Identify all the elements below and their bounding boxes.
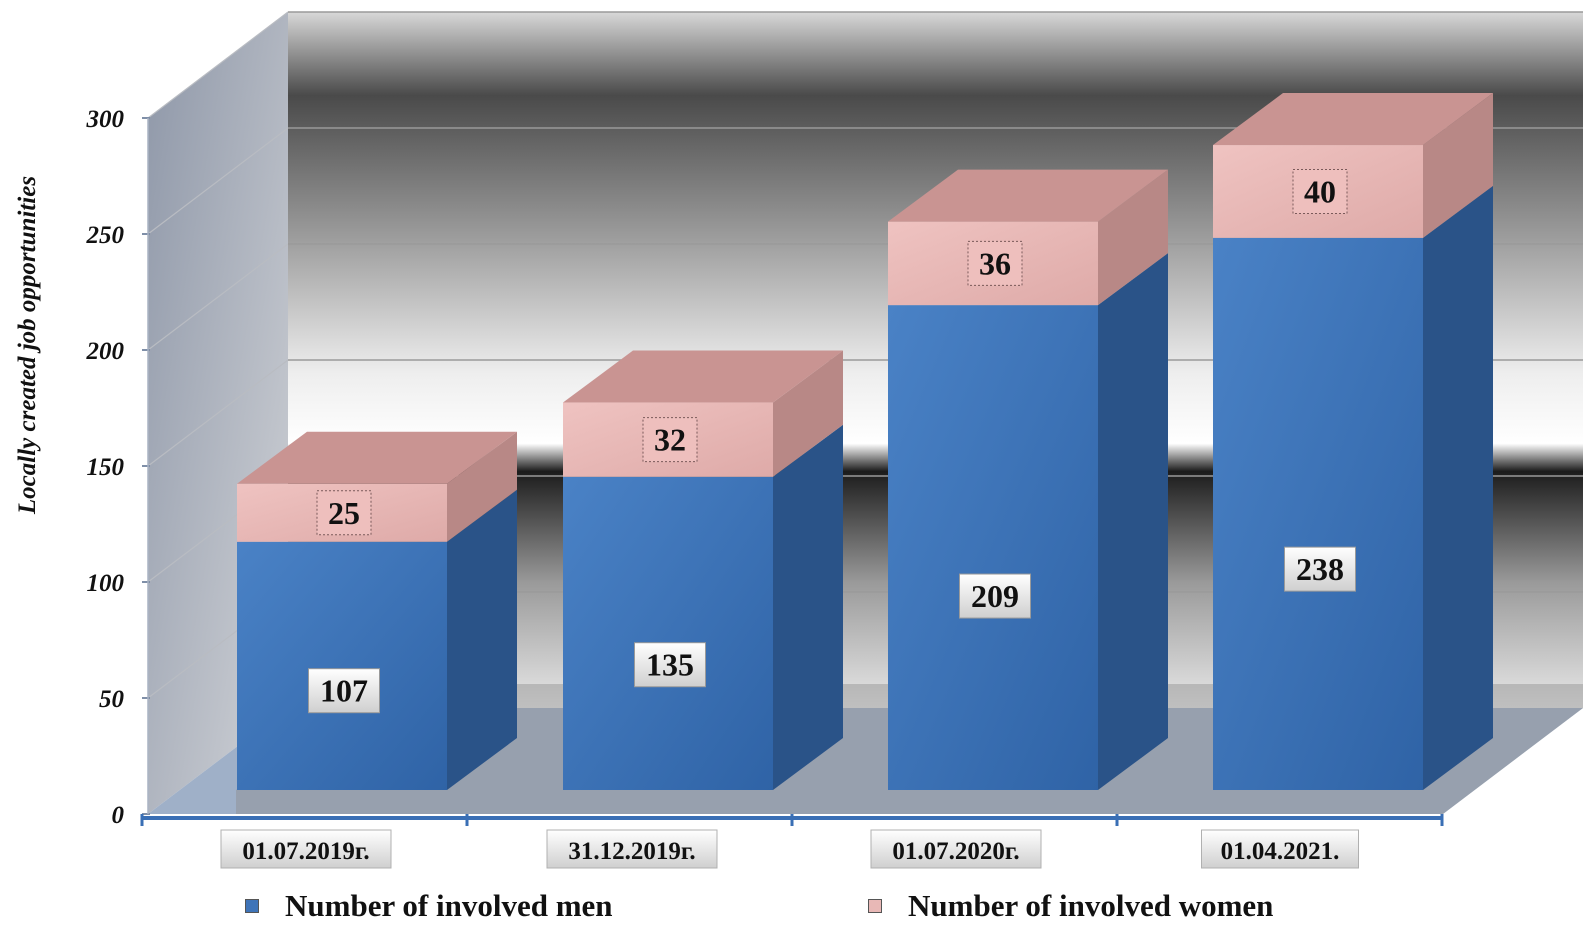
data-label-men-box [959,573,1031,619]
x-tick-label-box [870,829,1042,869]
legend-swatch-women [868,899,882,913]
y-tick-label: 150 [87,454,125,481]
bar-side-face [773,350,843,477]
bar-side-face [773,424,843,790]
data-label-men-box [634,642,706,688]
y-tick-label: 50 [99,686,125,713]
bar-top-face [888,169,1168,222]
x-tick-label: 01.07.2020г. [892,838,1019,865]
legend-swatch-men [245,899,259,913]
y-tick-label: 300 [86,106,125,133]
x-tick-label-box [1201,829,1359,869]
y-axis: 0 50 100 150 200 250 300 [86,106,150,829]
bars: 107 25 135 32 209 36 238 40 [237,93,1493,791]
bar-men [237,489,517,790]
bar-side-face [447,431,517,542]
data-label-men-box [308,668,380,714]
bar-side-face [1423,93,1493,238]
data-label-men: 107 [320,673,368,709]
gridline-side [147,243,289,351]
gridline-side [147,359,289,467]
bar-front-face [1213,237,1423,791]
data-labels: 238 40 [1284,168,1356,592]
data-label-men: 209 [971,578,1019,614]
y-axis-title: Locally created job opportunities [8,110,48,580]
data-label-men-box [1284,546,1356,592]
legend-item-men: Number of involved men [245,888,613,924]
legend: Number of involved men Number of involve… [0,888,1583,934]
bar-front-face [563,476,773,790]
data-labels: 135 32 [634,417,706,688]
legend-label-women: Number of involved women [908,888,1274,923]
x-tick-label: 01.07.2019г. [242,838,369,865]
data-labels: 107 25 [308,490,380,714]
bar-men [563,424,843,790]
y-tick-label: 200 [86,338,125,365]
data-label-men: 238 [1296,551,1344,587]
data-label-men: 135 [646,647,694,683]
bar-side-face [1423,185,1493,791]
data-labels: 209 36 [959,240,1031,619]
data-label-women-box [1292,168,1348,214]
bar-side-face [1098,169,1168,306]
bar-front-face [237,541,447,790]
bar-front-face [888,305,1098,790]
data-label-women: 32 [654,422,686,458]
data-label-women-box [967,240,1023,286]
bar-women [888,169,1168,306]
bar-top-face [563,350,843,403]
bar-top-face [1213,93,1493,146]
data-label-women-box [642,417,698,463]
data-label-women: 40 [1304,173,1336,209]
data-label-women: 25 [328,495,360,531]
x-tick-label: 31.12.2019г. [568,838,695,865]
x-tick-label-box [220,829,392,869]
gridline-side [147,127,289,235]
y-tick-label: 0 [112,802,125,829]
x-axis: 01.07.2019г. 31.12.2019г. 01.07.2020г. 01.0… [140,814,1444,869]
bar-top-face [237,431,517,484]
bar-men [888,253,1168,790]
x-tick-label-box [546,829,718,869]
gridline-side [147,11,289,119]
data-label-women-box [316,490,372,536]
bar-side-face [1098,253,1168,790]
legend-item-women: Number of involved women [868,888,1273,924]
y-tick-label: 100 [87,570,125,597]
legend-label-men: Number of involved men [285,888,613,923]
bar-women [1213,93,1493,238]
x-tick-label: 01.04.2021. [1221,838,1340,865]
data-label-women: 36 [979,245,1011,281]
bar-side-face [447,489,517,790]
y-tick-label: 250 [86,222,125,249]
bar-women [563,350,843,477]
y-axis-title-text: Locally created job opportunities [14,175,42,515]
bar-men [1213,185,1493,791]
